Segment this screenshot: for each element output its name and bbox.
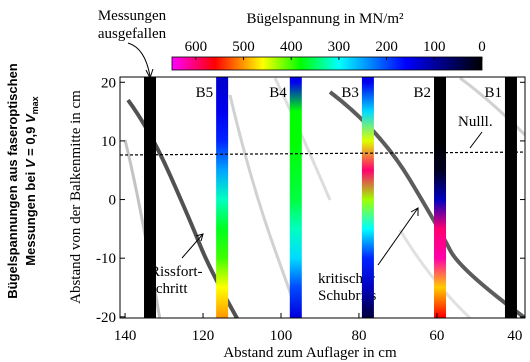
neutral-axis-label: Nulll.	[458, 114, 493, 130]
page: Bügelspannungen aus faseroptischen Messu…	[0, 0, 530, 362]
colorbar	[172, 57, 482, 70]
annotation: Messungen	[98, 8, 167, 24]
x-tick-label: 100	[270, 328, 293, 344]
stirrup-label: B5	[196, 85, 214, 101]
y-tick-label: 20	[101, 75, 116, 91]
caption-text: = 0,9	[23, 123, 38, 160]
arrow	[378, 208, 418, 265]
arrow	[470, 132, 482, 148]
y-tick-label: 10	[101, 134, 116, 150]
y-tick-label: 0	[109, 193, 117, 209]
x-tick-label: 40	[507, 328, 522, 344]
annotation: ausgefallen	[98, 26, 167, 42]
colorbar-tick-label: 0	[478, 39, 486, 55]
caption-line: Messungen bei V = 0,9 Vmax	[23, 96, 40, 265]
x-tick-label: 80	[351, 328, 366, 344]
crack	[230, 95, 300, 320]
y-axis-label: Abstand von der Balkenmitte in cm	[68, 90, 84, 304]
colorbar-tick-label: 500	[232, 39, 255, 55]
caption: Bügelspannungen aus faseroptischen Messu…	[5, 63, 40, 299]
stirrup-label: B2	[414, 85, 432, 101]
colorbar-tick-label: 400	[280, 39, 303, 55]
stirrup-strip	[144, 77, 156, 318]
stirrup-strip	[290, 77, 302, 318]
colorbar-tick-label: 100	[423, 39, 446, 55]
x-axis-label: Abstand zum Auflager in cm	[223, 345, 397, 361]
stirrup-strip	[434, 77, 446, 318]
caption-text: Messungen bei	[23, 168, 38, 266]
y-tick-label: -10	[96, 251, 116, 267]
colorbar-tick-label: 200	[375, 39, 398, 55]
stirrup-label: B4	[269, 85, 287, 101]
annotation: Rissfort-	[150, 264, 203, 280]
y-tick-label: -20	[96, 310, 116, 326]
stirrup-label: B3	[341, 85, 359, 101]
chart: Bügelspannungen aus faseroptischen Messu…	[0, 0, 530, 362]
colorbar-label: Bügelspannung in MN/m²	[247, 11, 404, 27]
stirrup-strip	[505, 77, 517, 318]
neutral-axis	[120, 152, 525, 155]
caption-subscript: max	[30, 96, 40, 114]
x-tick-label: 60	[429, 328, 444, 344]
colorbar-tick-label: 600	[185, 39, 208, 55]
x-tick-label: 140	[114, 328, 137, 344]
stirrup-label: B1	[484, 85, 502, 101]
stirrup-strip	[362, 77, 374, 318]
colorbar-tick-label: 300	[328, 39, 351, 55]
x-tick-label: 120	[192, 328, 215, 344]
caption-line: Bügelspannungen aus faseroptischen	[5, 63, 20, 299]
stirrup-strip	[216, 77, 228, 318]
